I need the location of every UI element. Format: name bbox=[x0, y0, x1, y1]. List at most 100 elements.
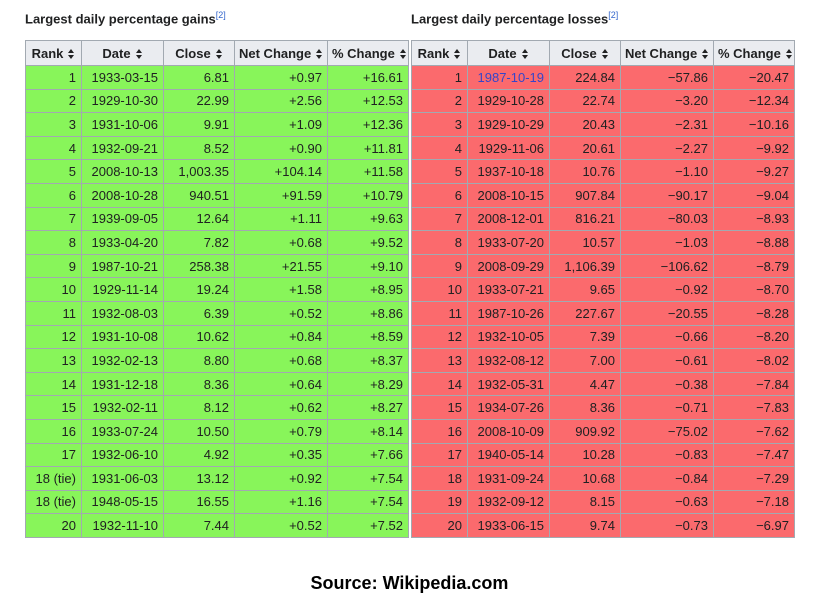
table-row: 1 1987-10-19 224.84 −57.86 −20.47 bbox=[411, 65, 795, 90]
gains-cell-date: 1933-07-24 bbox=[81, 418, 164, 444]
gains-cell-close: 10.50 bbox=[163, 418, 235, 444]
gains-cell-rank: 13 bbox=[25, 348, 82, 373]
gains-cell-date: 1932-11-10 bbox=[81, 513, 164, 538]
gains-cell-rank: 18 (tie) bbox=[25, 466, 82, 491]
table-row: 7 1939-09-05 12.64 +1.11 +9.63 bbox=[25, 206, 409, 232]
losses-cell-date: 1931-09-24 bbox=[467, 466, 550, 491]
gains-cell-close: 8.36 bbox=[163, 371, 235, 397]
losses-cell-close: 9.65 bbox=[549, 277, 621, 302]
losses-cell-date: 1933-06-15 bbox=[467, 513, 550, 538]
gains-cell-close: 10.62 bbox=[163, 324, 235, 350]
table-row: 3 1931-10-06 9.91 +1.09 +12.36 bbox=[25, 112, 409, 137]
losses-cell-close: 907.84 bbox=[549, 182, 621, 208]
losses-cell-close: 8.15 bbox=[549, 489, 621, 515]
table-row: 2 1929-10-28 22.74 −3.20 −12.34 bbox=[411, 88, 795, 114]
gains-cell-rank: 17 bbox=[25, 442, 82, 468]
table-row: 3 1929-10-29 20.43 −2.31 −10.16 bbox=[411, 112, 795, 137]
losses-cell-net-change: −0.61 bbox=[620, 348, 714, 373]
losses-cell-net-change: −2.31 bbox=[620, 112, 714, 137]
losses-header-close[interactable]: Close bbox=[549, 40, 621, 66]
gains-cell-close: 19.24 bbox=[163, 277, 235, 302]
losses-cell-pct-change: −9.92 bbox=[713, 135, 795, 161]
gains-cell-rank: 14 bbox=[25, 371, 82, 397]
table-row: 11 1932-08-03 6.39 +0.52 +8.86 bbox=[25, 300, 409, 326]
losses-cell-rank: 3 bbox=[411, 112, 468, 137]
sort-icon[interactable] bbox=[135, 49, 143, 60]
table-row: 17 1940-05-14 10.28 −0.83 −7.47 bbox=[411, 442, 795, 468]
sort-icon[interactable] bbox=[399, 49, 407, 60]
losses-cell-close: 10.68 bbox=[549, 466, 621, 491]
gains-table: Rank Date Close Net Change % Change 1 1933-03… bbox=[25, 40, 409, 538]
gains-cell-date: 1932-06-10 bbox=[81, 442, 164, 468]
gains-cell-pct-change: +8.95 bbox=[327, 277, 409, 302]
table-row: 19 1932-09-12 8.15 −0.63 −7.18 bbox=[411, 489, 795, 515]
losses-cell-pct-change: −8.02 bbox=[713, 348, 795, 373]
losses-header-net-change[interactable]: Net Change bbox=[620, 40, 714, 66]
table-row: 15 1932-02-11 8.12 +0.62 +8.27 bbox=[25, 395, 409, 420]
gains-header-date[interactable]: Date bbox=[81, 40, 164, 66]
table-row: 6 2008-10-15 907.84 −90.17 −9.04 bbox=[411, 182, 795, 208]
losses-cell-close: 8.36 bbox=[549, 395, 621, 420]
sort-icon[interactable] bbox=[68, 49, 75, 60]
gains-header-label: % Change bbox=[332, 45, 395, 61]
sort-icon[interactable] bbox=[454, 49, 461, 60]
losses-cell-close: 909.92 bbox=[549, 418, 621, 444]
losses-reference-link[interactable]: [2] bbox=[608, 10, 619, 20]
losses-cell-pct-change: −7.62 bbox=[713, 418, 795, 444]
gains-cell-date: 1932-02-11 bbox=[81, 395, 164, 420]
gains-cell-date: 1932-02-13 bbox=[81, 348, 164, 373]
gains-header-label: Close bbox=[175, 45, 211, 61]
gains-cell-net-change: +1.16 bbox=[234, 489, 328, 515]
table-row: 10 1929-11-14 19.24 +1.58 +8.95 bbox=[25, 277, 409, 302]
table-row: 5 2008-10-13 1,003.35 +104.14 +11.58 bbox=[25, 159, 409, 184]
sort-icon[interactable] bbox=[316, 49, 323, 60]
gains-cell-date: 1933-03-15 bbox=[81, 65, 164, 90]
losses-header-pct-change[interactable]: % Change bbox=[713, 40, 795, 66]
table-row: 9 1987-10-21 258.38 +21.55 +9.10 bbox=[25, 253, 409, 279]
sort-icon[interactable] bbox=[521, 49, 529, 60]
gains-cell-close: 7.44 bbox=[163, 513, 235, 538]
gains-header-pct-change[interactable]: % Change bbox=[327, 40, 409, 66]
gains-cell-net-change: +91.59 bbox=[234, 182, 328, 208]
gains-cell-date: 1939-09-05 bbox=[81, 206, 164, 232]
losses-cell-date-link[interactable]: 1987-10-19 bbox=[467, 65, 550, 90]
losses-cell-rank: 20 bbox=[411, 513, 468, 538]
losses-cell-net-change: −1.10 bbox=[620, 159, 714, 184]
gains-header-rank[interactable]: Rank bbox=[25, 40, 82, 66]
losses-cell-rank: 15 bbox=[411, 395, 468, 420]
losses-cell-rank: 17 bbox=[411, 442, 468, 468]
source-caption: Source: Wikipedia.com bbox=[310, 573, 509, 593]
gains-cell-pct-change: +9.10 bbox=[327, 253, 409, 279]
gains-cell-net-change: +0.68 bbox=[234, 230, 328, 255]
table-row: 7 2008-12-01 816.21 −80.03 −8.93 bbox=[411, 206, 795, 232]
sort-icon[interactable] bbox=[702, 49, 709, 60]
gains-reference-link[interactable]: [2] bbox=[215, 10, 226, 20]
losses-cell-pct-change: −8.20 bbox=[713, 324, 795, 350]
losses-header-label: Net Change bbox=[625, 45, 698, 61]
sort-icon[interactable] bbox=[785, 49, 793, 60]
losses-header-rank[interactable]: Rank bbox=[411, 40, 468, 66]
gains-header-net-change[interactable]: Net Change bbox=[234, 40, 328, 66]
losses-cell-pct-change: −20.47 bbox=[713, 65, 795, 90]
losses-cell-rank: 18 bbox=[411, 466, 468, 491]
gains-cell-net-change: +0.52 bbox=[234, 300, 328, 326]
gains-cell-pct-change: +11.58 bbox=[327, 159, 409, 184]
gains-cell-pct-change: +11.81 bbox=[327, 135, 409, 161]
losses-cell-close: 20.61 bbox=[549, 135, 621, 161]
losses-cell-date: 1932-05-31 bbox=[467, 371, 550, 397]
losses-cell-close: 7.00 bbox=[549, 348, 621, 373]
losses-header-date[interactable]: Date bbox=[467, 40, 550, 66]
gains-cell-rank: 5 bbox=[25, 159, 82, 184]
gains-cell-net-change: +0.52 bbox=[234, 513, 328, 538]
gains-cell-rank: 3 bbox=[25, 112, 82, 137]
gains-header-close[interactable]: Close bbox=[163, 40, 235, 66]
losses-cell-close: 7.39 bbox=[549, 324, 621, 350]
gains-table-body: 1 1933-03-15 6.81 +0.97 +16.61 2 1929-10-30 22.… bbox=[25, 65, 409, 538]
gains-cell-rank: 4 bbox=[25, 135, 82, 161]
gains-cell-pct-change: +8.29 bbox=[327, 371, 409, 397]
sort-icon[interactable] bbox=[215, 49, 223, 60]
sort-icon[interactable] bbox=[601, 49, 609, 60]
table-row: 10 1933-07-21 9.65 −0.92 −8.70 bbox=[411, 277, 795, 302]
gains-cell-net-change: +1.58 bbox=[234, 277, 328, 302]
gains-cell-rank: 6 bbox=[25, 182, 82, 208]
